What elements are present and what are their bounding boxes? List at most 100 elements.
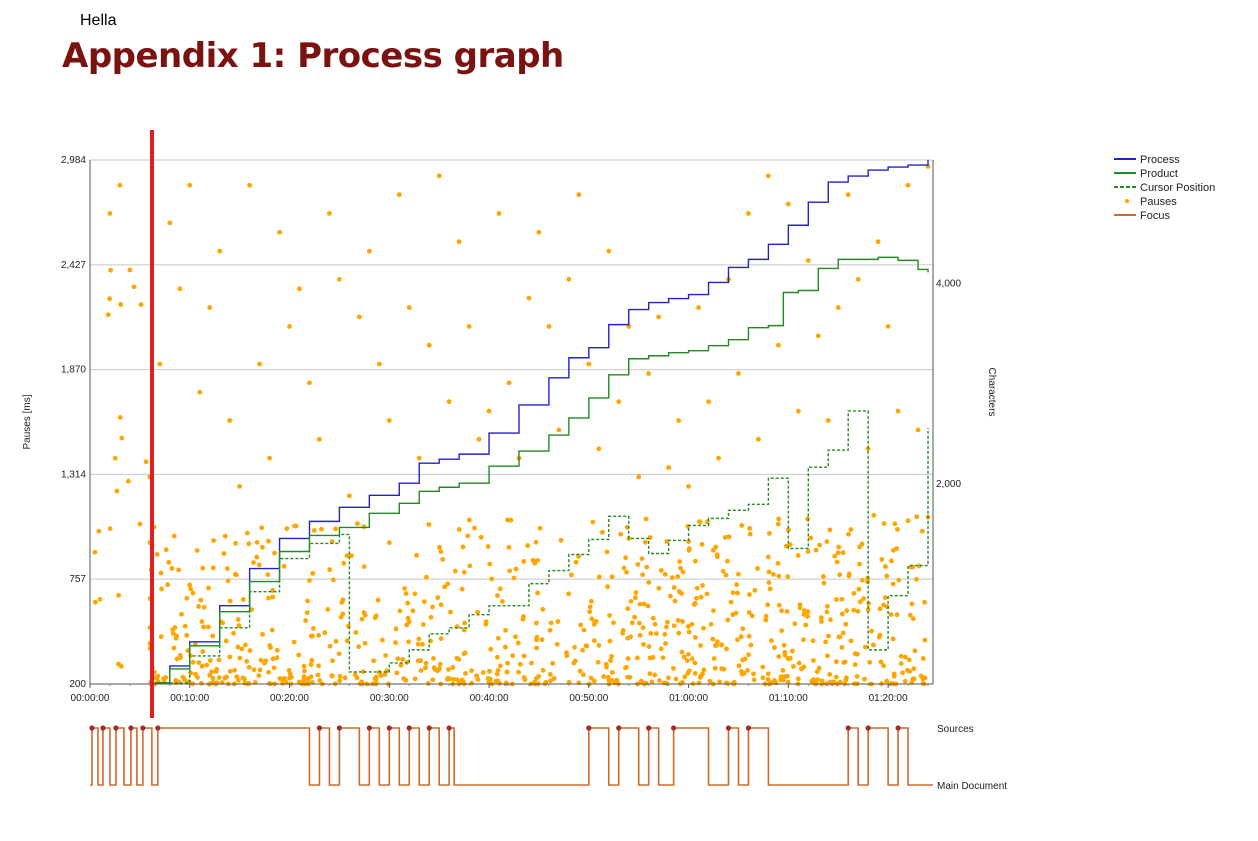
pause-point [641,601,647,607]
pause-point [905,667,910,673]
pause-point [371,658,376,664]
pause-point [308,633,314,639]
pause-point [680,569,686,575]
pause-point [516,669,521,675]
pause-point [686,629,692,635]
pause-point [515,640,521,646]
x-tick-label: 00:20:00 [270,693,309,704]
pause-point [634,655,640,661]
pause-point [201,624,206,630]
pause-point [251,667,257,673]
pause-point [340,611,346,617]
pause-point [679,649,685,655]
pause-point [177,286,183,292]
pause-point [546,323,552,329]
pause-point [746,592,752,597]
pause-point [171,645,177,651]
pause-point [902,654,908,660]
pause-point [639,556,645,562]
pause-point [426,522,432,527]
pause-point [643,539,648,545]
pause-point [890,581,896,587]
pause-point [446,399,452,405]
pause-point [394,670,400,676]
pause-point [386,418,392,423]
pause-point [296,652,302,658]
x-tick-label: 01:10:00 [769,693,808,704]
pause-point [723,572,729,578]
pause-point [677,559,683,564]
y-right-tick-label: 4,000 [936,278,961,289]
pause-point [330,658,335,664]
pause-point [621,565,627,571]
focus-line [90,727,933,786]
pause-point [267,455,272,461]
pause-point [393,640,399,646]
pause-point [461,569,467,575]
focus-source-marker [845,725,851,731]
pause-point [536,229,542,235]
pause-point [304,610,310,616]
pause-point [786,656,792,662]
pause-point [808,535,814,541]
pause-point [188,586,193,592]
pause-point [843,621,849,627]
pause-point [905,518,911,524]
pause-point [609,670,615,675]
pause-point [752,587,758,593]
pause-point [138,302,144,307]
pause-point [738,634,744,639]
pause-point [839,644,845,650]
pause-point [361,524,367,530]
pause-point [730,680,736,686]
pause-point [266,669,271,675]
pause-point [700,671,705,677]
pause-point [97,596,103,602]
pause-point [891,673,897,679]
pause-point [685,523,691,529]
pause-point [766,531,772,536]
pause-point [493,678,499,684]
pause-point [405,615,411,621]
pause-point [125,478,131,484]
pause-point [513,566,519,572]
x-tick-label: 00:10:00 [170,693,209,704]
pause-point [187,182,193,188]
pause-point [747,526,752,531]
pause-point [540,606,546,612]
pause-point [256,562,262,568]
pause-point [696,305,701,310]
pause-point [604,549,610,555]
x-tick-label: 00:30:00 [370,693,409,704]
pause-point [609,574,615,580]
pause-point [795,408,801,414]
pause-point [767,586,773,592]
pause-point [317,678,323,683]
pause-point [881,602,887,608]
pause-point [214,666,220,672]
pause-point [237,655,243,661]
pause-point [495,668,501,673]
pause-point [305,676,311,682]
pause-point [235,617,241,622]
pause-point [725,681,731,686]
pause-point [159,586,165,592]
pause-point [596,642,602,648]
pause-point [227,418,233,423]
pause-point [487,668,492,674]
pause-point [513,634,518,640]
grid-lines [90,159,933,685]
pause-point [636,620,642,626]
pause-point [780,667,786,673]
pause-point [692,660,698,666]
pause-point [692,671,698,676]
pause-point [834,559,840,565]
pause-point [292,523,297,529]
pause-point [603,661,609,667]
y-right-tick-label: 2,000 [936,479,961,490]
pause-point [595,659,601,665]
pause-point [895,526,900,532]
pause-point [165,582,171,588]
pause-point [919,528,925,534]
pause-point [269,627,275,633]
